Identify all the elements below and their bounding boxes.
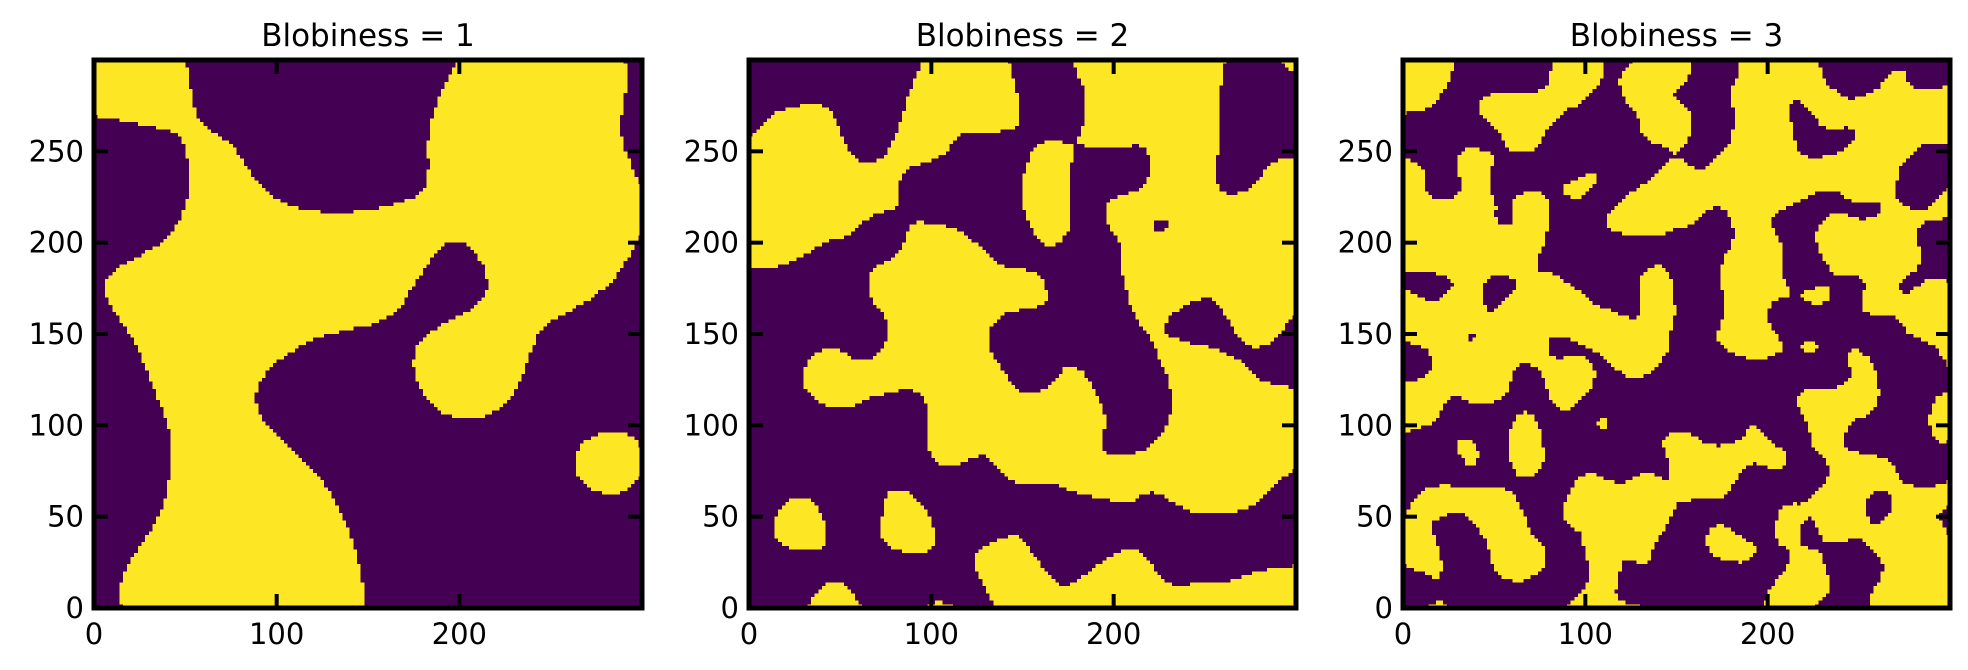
panel-title: Blobiness = 1 — [261, 18, 475, 54]
y-tick-label: 100 — [1338, 408, 1393, 442]
axes-frame — [746, 57, 1299, 611]
heatmap-image — [94, 60, 642, 608]
y-tick-label: 150 — [1338, 317, 1393, 351]
y-tick-label: 250 — [1338, 134, 1393, 168]
y-tick-label: 200 — [1338, 226, 1393, 260]
y-tick-label: 250 — [684, 134, 739, 168]
y-tick-label: 200 — [29, 226, 84, 260]
axes-frame — [91, 57, 645, 611]
heatmap-image — [1403, 60, 1950, 608]
panel-title: Blobiness = 3 — [1570, 18, 1784, 54]
heatmap-image — [749, 60, 1296, 608]
x-tick-label: 0 — [740, 617, 758, 651]
x-tick-label: 0 — [85, 617, 103, 651]
y-tick-label: 50 — [47, 500, 84, 534]
y-tick-label: 200 — [684, 226, 739, 260]
y-tick-label: 150 — [29, 317, 84, 351]
x-tick-label: 100 — [1558, 617, 1613, 651]
y-tick-label: 150 — [684, 317, 739, 351]
y-tick-label: 250 — [29, 134, 84, 168]
x-tick-label: 0 — [1394, 617, 1412, 651]
x-tick-label: 200 — [1740, 617, 1795, 651]
panel-title: Blobiness = 2 — [916, 18, 1130, 54]
panel-1: 0 100 200 0 50 100 150 200 250 Blobiness = 1 — [29, 18, 645, 651]
x-tick-label: 200 — [432, 617, 487, 651]
x-tick-label: 100 — [249, 617, 304, 651]
y-tick-label: 0 — [721, 591, 739, 625]
y-tick-label: 100 — [684, 408, 739, 442]
axes-frame — [1400, 57, 1953, 611]
y-tick-label: 100 — [29, 408, 84, 442]
y-tick-label: 50 — [702, 500, 739, 534]
panel-3: 0 100 200 0 50 100 150 200 250 Blobiness = 3 — [1338, 18, 1953, 651]
x-tick-label: 200 — [1086, 617, 1141, 651]
x-tick-label: 100 — [904, 617, 959, 651]
y-tick-label: 0 — [1375, 591, 1393, 625]
panel-2: 0 100 200 0 50 100 150 200 250 Blobiness = 2 — [684, 18, 1299, 651]
y-tick-label: 0 — [66, 591, 84, 625]
y-tick-label: 50 — [1356, 500, 1393, 534]
